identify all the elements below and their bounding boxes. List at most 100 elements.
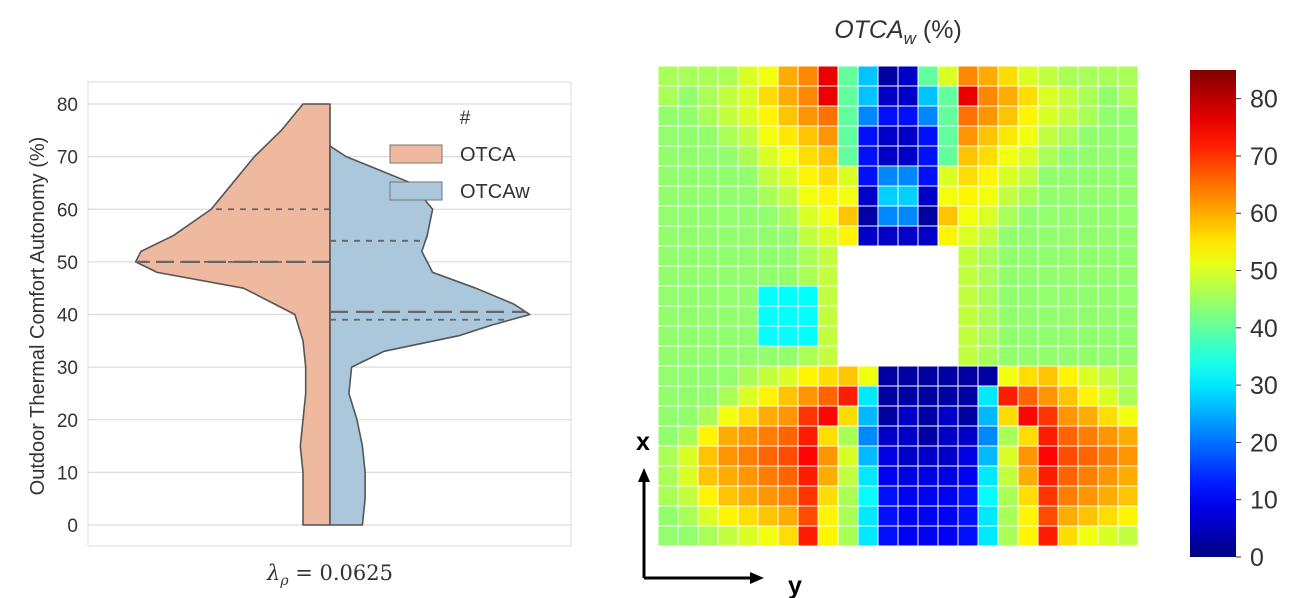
heatmap-cell [697, 265, 719, 287]
heatmap-cell [877, 425, 899, 447]
heatmap-cell [837, 365, 859, 387]
heatmap-cell [1057, 425, 1079, 447]
heatmap-cell [697, 125, 719, 147]
heatmap-cell [1077, 305, 1099, 327]
heatmap-cell [857, 65, 879, 87]
heatmap-cell [657, 165, 679, 187]
heatmap-cell [817, 285, 839, 307]
heatmap-cell [837, 485, 859, 507]
heatmap-cell [917, 385, 939, 407]
heatmap-cell [1097, 165, 1119, 187]
heatmap-cell [797, 105, 819, 127]
heatmap-cell [817, 485, 839, 507]
heatmap-cell [937, 465, 959, 487]
x-axis-label: x [636, 428, 650, 456]
heatmap-cell [817, 425, 839, 447]
heatmap-cell [1057, 345, 1079, 367]
heatmap-cell [697, 225, 719, 247]
heatmap-cell [657, 365, 679, 387]
axis-arrows: xy [636, 428, 802, 598]
heatmap-cell [1057, 485, 1079, 507]
heatmap-cell [817, 85, 839, 107]
heatmap-cell [957, 185, 979, 207]
heatmap-cell [777, 85, 799, 107]
heatmap-cell [957, 465, 979, 487]
heatmap-cell [997, 385, 1019, 407]
heatmap-cell [1017, 205, 1039, 227]
heatmap-cell [897, 505, 919, 527]
colorbar-tick-label: 10 [1250, 487, 1278, 515]
heatmap-cell [1017, 65, 1039, 87]
heatmap-cell [777, 285, 799, 307]
heatmap-cell [1037, 385, 1059, 407]
heatmap-cell [1097, 305, 1119, 327]
heatmap-cell [737, 305, 759, 327]
heatmap-cell [977, 485, 999, 507]
heatmap-cell [737, 165, 759, 187]
heatmap-cell [797, 205, 819, 227]
heatmap-cell [777, 465, 799, 487]
heatmap-cell [857, 385, 879, 407]
heatmap-cell [1117, 245, 1139, 267]
heatmap-cell [797, 405, 819, 427]
heatmap-cell [1057, 285, 1079, 307]
heatmap-cell [957, 445, 979, 467]
heatmap-cell [697, 105, 719, 127]
heatmap-cell [1117, 145, 1139, 167]
heatmap-cell [817, 265, 839, 287]
legend-label: OTCAw [460, 181, 530, 203]
heatmap-cell [817, 465, 839, 487]
heatmap-cell [957, 385, 979, 407]
heatmap-cell [1017, 165, 1039, 187]
heatmap-cell [897, 365, 919, 387]
heatmap-cell [917, 465, 939, 487]
heatmap-cell [917, 525, 939, 547]
heatmap-cell [797, 85, 819, 107]
heatmap-cell [1077, 345, 1099, 367]
heatmap-cell [837, 165, 859, 187]
heatmap-cell [717, 525, 739, 547]
heatmap-cell [1017, 245, 1039, 267]
heatmap-cell [1037, 285, 1059, 307]
heatmap-cell [1037, 125, 1059, 147]
heatmap-cell [797, 445, 819, 467]
heatmap-cell [797, 185, 819, 207]
heatmap-cell [757, 125, 779, 147]
heatmap-cell [777, 345, 799, 367]
heatmap-cell [997, 485, 1019, 507]
heatmap-cell [697, 185, 719, 207]
heatmap-cell [897, 105, 919, 127]
heatmap-cell [717, 425, 739, 447]
heatmap-cell [677, 205, 699, 227]
title-main: OTCA [834, 16, 903, 44]
heatmap-cell [777, 525, 799, 547]
heatmap-cell [837, 425, 859, 447]
heatmap-cell [977, 405, 999, 427]
heatmap-cell [857, 85, 879, 107]
heatmap-cell [677, 285, 699, 307]
heatmap-cell [817, 125, 839, 147]
heatmap-cell [877, 145, 899, 167]
heatmap-cell [857, 405, 879, 427]
heatmap-cell [997, 205, 1019, 227]
heatmap-cell [1097, 185, 1119, 207]
heatmap-cell [957, 105, 979, 127]
heatmap-cell [697, 505, 719, 527]
heatmap-cell [837, 525, 859, 547]
heatmap-cell [697, 485, 719, 507]
heatmap-cell [1037, 525, 1059, 547]
y-tick-label: 20 [57, 411, 78, 432]
heatmap-cell [737, 185, 759, 207]
heatmap-cell [937, 205, 959, 227]
heatmap-cell [1117, 225, 1139, 247]
heatmap-cell [1097, 205, 1119, 227]
heatmap-cell [737, 285, 759, 307]
heatmap-cell [717, 105, 739, 127]
heatmap-cell [1097, 105, 1119, 127]
heatmap-cell [937, 105, 959, 127]
heatmap-cell [1077, 445, 1099, 467]
colorbar-tick-label: 40 [1250, 315, 1278, 343]
heatmap-cell [837, 105, 859, 127]
legend: # OTCA OTCAw [389, 108, 530, 203]
heatmap-cell [977, 305, 999, 327]
